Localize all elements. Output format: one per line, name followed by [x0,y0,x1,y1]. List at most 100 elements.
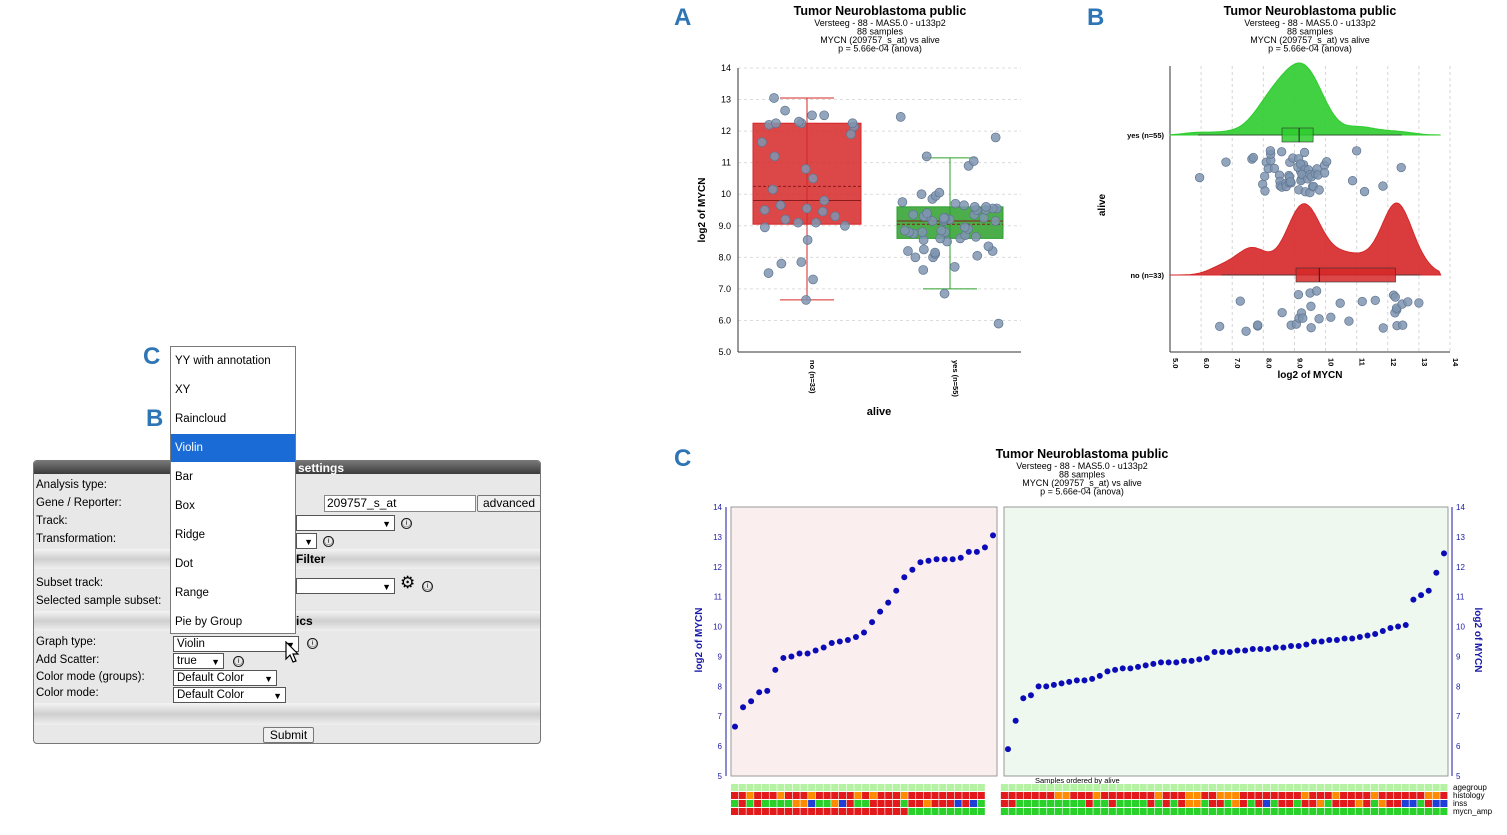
annotation-cell [1209,800,1217,807]
annotation-cell [877,808,885,815]
annotation-cell [1332,808,1340,815]
annotation-cell [846,800,854,807]
data-point [981,544,988,551]
annotation-cell [970,808,978,815]
graph-type-option[interactable]: Raincloud [175,413,227,425]
graph-type-option[interactable]: Ridge [175,529,206,541]
annotation-cell [931,808,939,815]
data-point [1027,692,1034,699]
reporter-input[interactable]: 209757_s_at [324,495,476,512]
subset-track-select[interactable]: ▼ [296,578,395,594]
transformation-select[interactable]: ▼ [296,533,317,549]
label-gene-reporter: Gene / Reporter: [36,497,122,509]
x-axis-label: log2 of MYCN [1278,370,1343,381]
annotation-track-label: inss [1453,799,1467,808]
annotation-cell [792,800,800,807]
annotation-cell [1386,800,1394,807]
data-point [1326,637,1333,644]
annotation-cell [808,808,816,815]
graphics-section-title: ics [296,614,313,628]
info-icon[interactable]: ⓘ [422,581,433,592]
add-scatter-select[interactable]: true ▼ [173,653,224,669]
graph-type-option[interactable]: Violin [171,434,295,462]
annotation-cell [1386,784,1394,791]
gear-icon[interactable]: ⚙ [400,573,416,592]
advanced-button[interactable]: advanced [477,495,540,512]
graph-type-option[interactable]: YY with annotation [175,355,271,367]
annotation-cell [800,792,808,799]
annotation-cell [1108,784,1116,791]
annotation-cell [1316,784,1325,791]
annotation-cell [885,800,893,807]
graph-type-option[interactable]: XY [175,384,191,396]
annotation-cell [746,792,754,799]
color-mode-groups-select[interactable]: Default Color ▼ [173,670,277,686]
y-axis-label: alive [1097,193,1108,216]
annotation-cell [939,784,947,791]
annotation-cell [1262,808,1271,815]
annotation-cell [970,784,978,791]
annotation-cell [731,808,739,815]
data-point [925,557,932,564]
data-point [1314,314,1324,324]
color-mode-select[interactable]: Default Color ▼ [173,687,286,703]
annotation-cell [1093,792,1101,799]
data-point [1333,637,1340,644]
data-point [950,198,961,209]
annotation-cell [1417,784,1425,791]
annotation-cell [1224,784,1232,791]
annotation-cell [946,784,954,791]
data-point [817,206,828,217]
y-tick-label-right: 13 [1456,533,1465,542]
data-point [763,268,774,278]
graph-type-option[interactable]: Bar [175,471,193,483]
annotation-cell [1247,784,1255,791]
color-mode-groups-value: Default Color [177,672,245,684]
data-point [1414,298,1424,308]
annotation-cell [1077,792,1086,799]
graph-type-option[interactable]: Box [175,500,195,512]
annotation-cell [1139,784,1147,791]
graph-type-option[interactable]: Dot [175,558,193,570]
data-point [949,556,956,563]
info-icon[interactable]: ⓘ [401,518,412,529]
data-point [769,151,780,162]
chevron-down-icon: ▼ [304,537,313,547]
info-icon[interactable]: ⓘ [233,656,244,667]
annotation-cell [1085,792,1093,799]
data-point [1378,181,1388,191]
submit-button[interactable]: Submit [263,727,314,743]
data-point [861,629,867,636]
info-icon[interactable]: ⓘ [323,536,334,547]
annotation-cell [784,808,793,815]
box [1295,267,1396,283]
annotation-cell [1155,800,1163,807]
data-point [1035,683,1042,690]
annotation-cell [1424,784,1432,791]
annotation-cell [1070,808,1078,815]
graph-type-option[interactable]: Range [175,587,209,599]
data-point [1265,146,1276,156]
annotation-cell [1332,784,1340,791]
density-curve [1169,62,1441,136]
data-point [759,205,770,215]
info-icon[interactable]: ⓘ [307,638,318,649]
data-point [808,274,818,285]
data-point [1351,146,1362,156]
y-axis-label-right: log2 of MYCN [1472,608,1483,673]
label-color-mode: Color mode: [36,687,99,699]
y-tick-label: 7.0 [718,284,731,294]
track-select[interactable]: ▼ [296,515,395,531]
y-tick-label-right: 10 [1456,623,1465,632]
graph-type-select[interactable]: Violin ▼ [173,636,299,652]
annotation-cell [1224,792,1232,799]
graph-type-option[interactable]: Pie by Group [175,616,243,628]
data-point [1272,644,1279,651]
data-point [983,241,994,252]
data-point [830,211,840,222]
graph-type-dropdown[interactable]: YY with annotation XY Raincloud Violin Bar Bo… [170,346,296,634]
y-tick-label-left: 14 [713,503,722,512]
data-point [1104,668,1111,675]
annotation-cell [846,784,854,791]
